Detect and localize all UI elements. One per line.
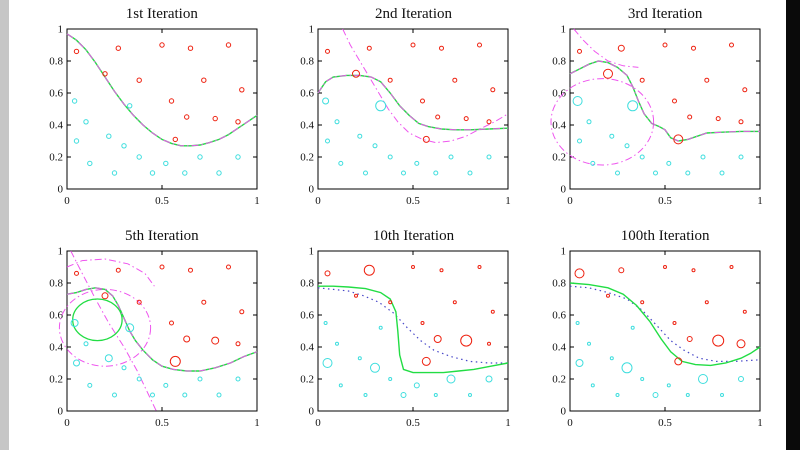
svg-text:1: 1	[506, 195, 512, 207]
svg-text:0: 0	[64, 417, 70, 429]
plot-canvas-2nd: 0 0.5 1 0 0.2 0.4 0.6 0.8 1	[301, 24, 512, 207]
svg-text:0: 0	[316, 417, 322, 429]
svg-text:0.4: 0.4	[301, 120, 315, 132]
svg-text:0.5: 0.5	[407, 417, 421, 429]
subplot-3rd-iteration: 3rd Iteration 0 0.5 1 0 0.2 0.4 0.6 0.8 1	[528, 4, 780, 214]
subplot-5th-iteration: 5th Iteration 0 0.5 1 0 0.2 0.4 0.6 0.8 1	[25, 226, 277, 436]
svg-text:1: 1	[757, 195, 763, 207]
svg-text:0.2: 0.2	[552, 374, 566, 386]
subplot-grid: 1st Iteration 0 0.5 1 0 0.2 0.4 0.6 0.8 1 2nd It…	[9, 0, 786, 436]
svg-text:1: 1	[757, 417, 763, 429]
plot-title: 10th Iteration	[372, 228, 455, 244]
svg-text:1: 1	[506, 417, 512, 429]
svg-text:0.8: 0.8	[49, 278, 63, 290]
plot-canvas-1st: 0 0.5 1 0 0.2 0.4 0.6 0.8 1	[49, 24, 260, 207]
svg-text:0.4: 0.4	[49, 120, 63, 132]
svg-text:1: 1	[57, 24, 63, 36]
svg-text:0: 0	[309, 184, 315, 196]
svg-text:0: 0	[561, 184, 567, 196]
svg-text:0.2: 0.2	[49, 374, 63, 386]
svg-text:1: 1	[57, 246, 63, 258]
svg-text:0.8: 0.8	[552, 278, 566, 290]
svg-text:0: 0	[64, 195, 70, 207]
plot-title: 2nd Iteration	[374, 6, 453, 22]
svg-text:0.6: 0.6	[49, 310, 63, 322]
svg-text:1: 1	[561, 24, 567, 36]
svg-text:0.2: 0.2	[301, 374, 315, 386]
plot-canvas-5th: 0 0.5 1 0 0.2 0.4 0.6 0.8 1	[49, 246, 260, 429]
svg-text:0.6: 0.6	[552, 310, 566, 322]
svg-text:0.5: 0.5	[155, 417, 169, 429]
subplot-100th-iteration: 100th Iteration 0 0.5 1 0 0.2 0.4 0.6 0.8 1	[528, 226, 780, 436]
svg-text:0: 0	[57, 184, 63, 196]
plot-title: 3rd Iteration	[627, 6, 703, 22]
svg-text:0.2: 0.2	[49, 152, 63, 164]
svg-text:1: 1	[561, 246, 567, 258]
subplot-2nd-iteration: 2nd Iteration 0 0.5 1 0 0.2 0.4 0.6 0.8 1	[277, 4, 529, 214]
subplot-1st-iteration: 1st Iteration 0 0.5 1 0 0.2 0.4 0.6 0.8 1	[25, 4, 277, 214]
svg-text:0.5: 0.5	[155, 195, 169, 207]
svg-text:0.8: 0.8	[301, 278, 315, 290]
page-left-edge	[0, 0, 9, 450]
svg-text:0: 0	[561, 406, 567, 418]
svg-text:0.8: 0.8	[49, 56, 63, 68]
svg-text:1: 1	[254, 195, 260, 207]
svg-text:0: 0	[567, 417, 573, 429]
svg-text:1: 1	[309, 24, 315, 36]
figure-paper: 1st Iteration 0 0.5 1 0 0.2 0.4 0.6 0.8 1 2nd It…	[9, 0, 786, 450]
svg-text:0: 0	[316, 195, 322, 207]
plot-title: 1st Iteration	[125, 6, 198, 22]
plot-canvas-10th: 0 0.5 1 0 0.2 0.4 0.6 0.8 1	[301, 246, 512, 429]
subplot-10th-iteration: 10th Iteration 0 0.5 1 0 0.2 0.4 0.6 0.8 1	[277, 226, 529, 436]
svg-text:0.6: 0.6	[301, 88, 315, 100]
plot-canvas-3rd: 0 0.5 1 0 0.2 0.4 0.6 0.8 1	[550, 24, 763, 207]
page-right-edge	[786, 0, 800, 450]
svg-text:0.6: 0.6	[49, 88, 63, 100]
plot-title: 100th Iteration	[620, 228, 710, 244]
svg-text:0.2: 0.2	[552, 152, 566, 164]
plot-title: 5th Iteration	[124, 228, 199, 244]
svg-text:0.5: 0.5	[658, 417, 672, 429]
svg-text:1: 1	[254, 417, 260, 429]
svg-text:0.4: 0.4	[552, 120, 566, 132]
svg-text:0: 0	[567, 195, 573, 207]
svg-text:0.8: 0.8	[301, 56, 315, 68]
svg-text:0.6: 0.6	[301, 310, 315, 322]
svg-text:0.8: 0.8	[552, 56, 566, 68]
svg-text:0.4: 0.4	[49, 342, 63, 354]
svg-text:0.6: 0.6	[552, 88, 566, 100]
svg-text:1: 1	[309, 246, 315, 258]
svg-text:0: 0	[57, 406, 63, 418]
svg-text:0.2: 0.2	[301, 152, 315, 164]
plot-canvas-100th: 0 0.5 1 0 0.2 0.4 0.6 0.8 1	[552, 246, 763, 429]
svg-text:0.4: 0.4	[301, 342, 315, 354]
svg-text:0.5: 0.5	[407, 195, 421, 207]
svg-text:0: 0	[309, 406, 315, 418]
svg-text:0.4: 0.4	[552, 342, 566, 354]
svg-text:0.5: 0.5	[658, 195, 672, 207]
